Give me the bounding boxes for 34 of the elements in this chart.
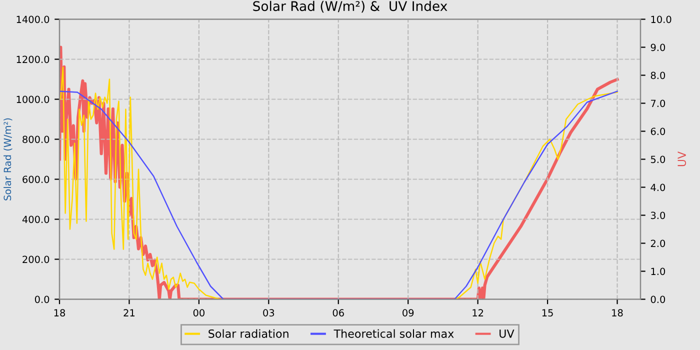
- legend-label: UV: [500, 330, 514, 338]
- y2-tick-label: 2.0: [650, 240, 666, 248]
- y-tick-label: 1000.0: [16, 96, 50, 104]
- y2-axis-title: UV: [678, 151, 686, 166]
- x-tick-label: 09: [402, 309, 414, 316]
- y2-tick-label: 4.0: [650, 184, 666, 192]
- y-tick-label: 200.0: [22, 256, 50, 264]
- y2-tick-label: 1.0: [651, 268, 666, 276]
- y-tick-label: 1400.0: [16, 16, 50, 24]
- x-tick-label: 15: [542, 309, 553, 316]
- y-axis-title: Solar Rad (W/m²): [4, 118, 12, 200]
- x-tick-label: 06: [332, 309, 344, 316]
- y2-tick-label: 8.0: [650, 72, 666, 80]
- legend-label: Theoretical solar max: [334, 329, 454, 338]
- y2-tick-label: 5.0: [650, 156, 666, 164]
- y2-tick-label: 3.0: [650, 212, 666, 220]
- y2-tick-label: 10.0: [651, 16, 672, 24]
- y2-tick-label: 9.0: [650, 44, 666, 52]
- chart-title: Solar Rad (W/m²) & UV Index: [253, 0, 448, 13]
- x-tick-label: 18: [54, 309, 66, 316]
- x-tick-label: 12: [472, 309, 484, 316]
- legend-label: Solar radiation: [208, 329, 288, 338]
- y2-tick-label: 6.0: [650, 128, 666, 136]
- y-tick-label: 600.0: [22, 176, 50, 184]
- y2-tick-label: 0.0: [650, 296, 666, 304]
- y-tick-label: 0.0: [34, 296, 50, 304]
- y-tick-label: 400.0: [22, 216, 50, 224]
- y-tick-label: 1200.0: [16, 56, 50, 64]
- y2-tick-label: 7.0: [651, 100, 666, 108]
- x-tick-label: 03: [263, 309, 274, 316]
- x-tick-label: 00: [193, 309, 204, 316]
- x-tick-label: 18: [612, 309, 623, 316]
- x-tick-label: 21: [124, 309, 135, 316]
- y-tick-label: 800.0: [22, 136, 50, 144]
